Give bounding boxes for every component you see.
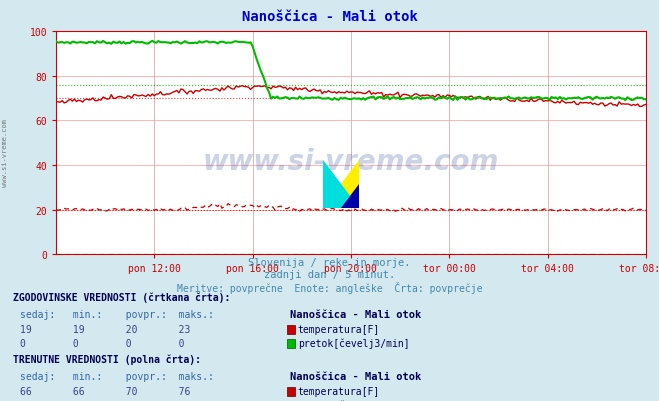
Text: pretok[čevelj3/min]: pretok[čevelj3/min]: [298, 338, 409, 348]
Text: temperatura[F]: temperatura[F]: [298, 324, 380, 334]
Text: Nanoščica - Mali otok: Nanoščica - Mali otok: [242, 10, 417, 24]
Text: 70       70       76       97: 70 70 76 97: [20, 400, 219, 401]
Text: temperatura[F]: temperatura[F]: [298, 386, 380, 396]
Text: Slovenija / reke in morje.: Slovenija / reke in morje.: [248, 257, 411, 267]
Text: Nanoščica - Mali otok: Nanoščica - Mali otok: [290, 371, 421, 381]
Text: 66       66       70       76: 66 66 70 76: [20, 386, 219, 396]
Polygon shape: [323, 160, 359, 209]
Text: pretok[čevelj3/min]: pretok[čevelj3/min]: [298, 400, 409, 401]
Text: Nanoščica - Mali otok: Nanoščica - Mali otok: [290, 309, 421, 319]
Text: www.si-vreme.com: www.si-vreme.com: [2, 118, 9, 186]
Polygon shape: [323, 160, 359, 209]
Text: ZGODOVINSKE VREDNOSTI (črtkana črta):: ZGODOVINSKE VREDNOSTI (črtkana črta):: [13, 292, 231, 302]
Text: www.si-vreme.com: www.si-vreme.com: [203, 147, 499, 175]
Text: 19       19       20       23: 19 19 20 23: [20, 324, 219, 334]
Text: zadnji dan / 5 minut.: zadnji dan / 5 minut.: [264, 269, 395, 279]
Text: TRENUTNE VREDNOSTI (polna črta):: TRENUTNE VREDNOSTI (polna črta):: [13, 354, 201, 364]
Text: Meritve: povprečne  Enote: angleške  Črta: povprečje: Meritve: povprečne Enote: angleške Črta:…: [177, 282, 482, 294]
Polygon shape: [341, 184, 359, 209]
Text: 0        0        0        0: 0 0 0 0: [20, 338, 219, 348]
Text: sedaj:   min.:    povpr.:  maks.:: sedaj: min.: povpr.: maks.:: [20, 371, 219, 381]
Text: sedaj:   min.:    povpr.:  maks.:: sedaj: min.: povpr.: maks.:: [20, 309, 219, 319]
